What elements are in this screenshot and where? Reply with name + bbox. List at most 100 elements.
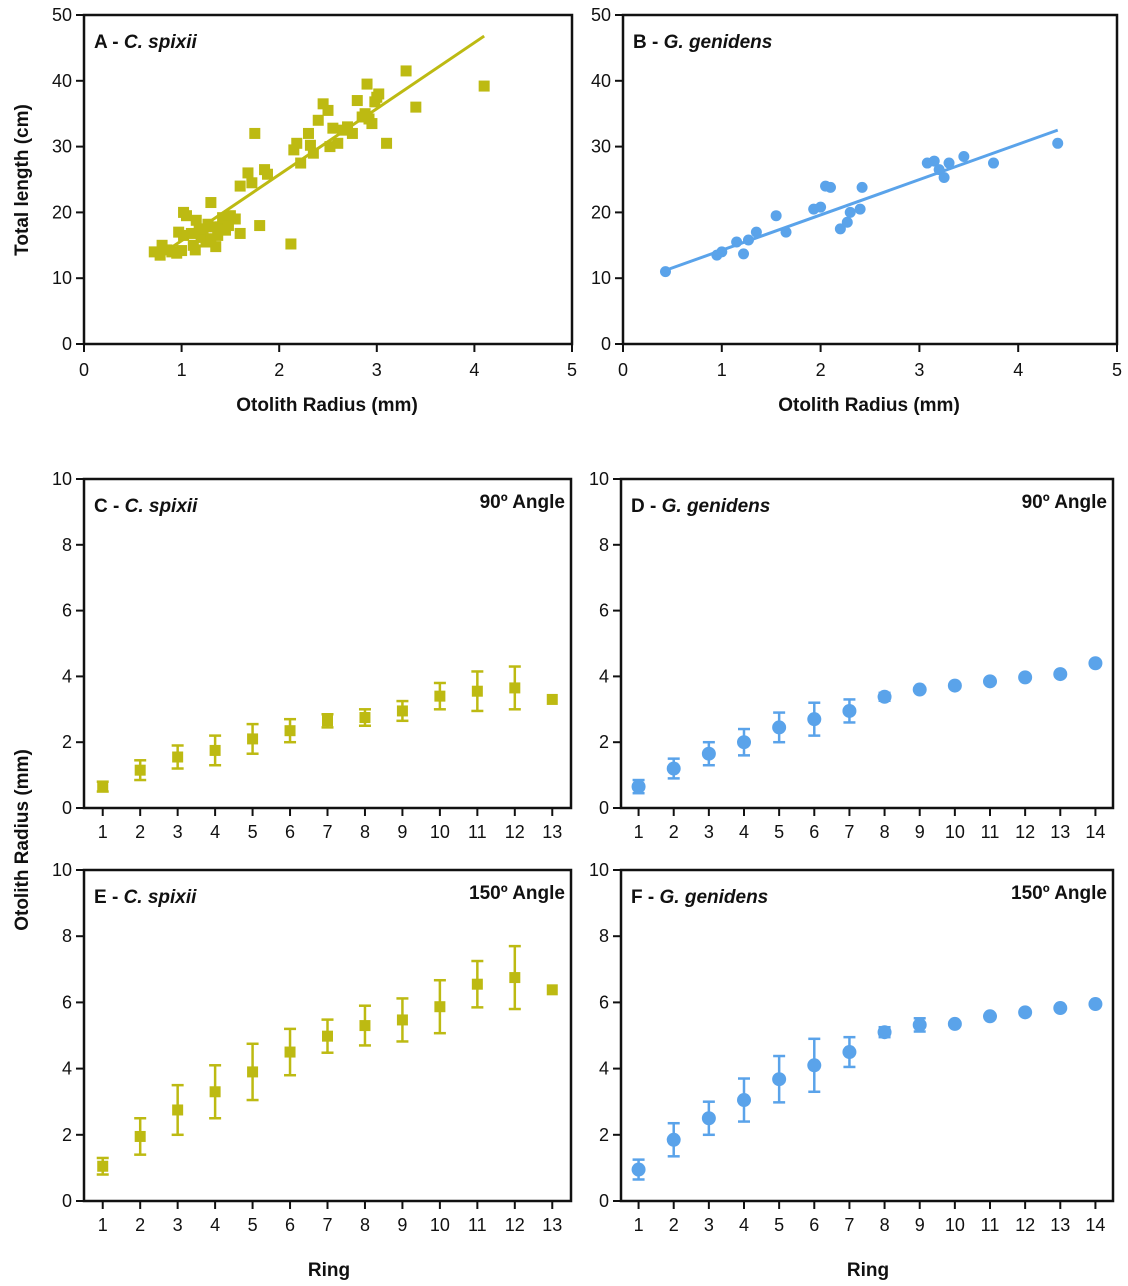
x-tick-label-b: 5: [1112, 360, 1122, 380]
panel-title-prefix-f: F -: [631, 887, 660, 908]
data-point-b: [815, 201, 827, 213]
data-point-b: [933, 164, 945, 176]
x-tick-label-f: 14: [1085, 1215, 1105, 1235]
x-tick-label-e: 2: [135, 1215, 145, 1235]
x-tick-label-b: 3: [914, 360, 924, 380]
panel-b: 0 10 20 30 40 50 0 1 2 3 4 5 B - G. genidens: [591, 5, 1122, 380]
data-point-d: [631, 779, 646, 794]
data-point-a: [222, 220, 234, 232]
data-point-c: [396, 705, 408, 717]
data-point-a: [332, 137, 344, 149]
panel-title-prefix-d: D -: [631, 496, 662, 517]
y-tick-label-e: 0: [62, 1191, 72, 1211]
x-tick-label-c: 10: [430, 822, 450, 842]
x-tick-label-c: 9: [397, 822, 407, 842]
data-point-b: [824, 181, 836, 193]
y-tick-label-c: 6: [62, 601, 72, 621]
data-point-a: [234, 180, 246, 192]
data-point-b: [844, 206, 856, 218]
data-point-f: [737, 1093, 751, 1108]
data-point-d: [1088, 656, 1103, 671]
data-point-a: [361, 78, 373, 90]
x-tick-label-f: 13: [1050, 1215, 1070, 1235]
data-point-d: [1018, 670, 1033, 685]
data-point-e: [209, 1086, 221, 1098]
data-point-e: [172, 1104, 184, 1116]
data-point-a: [322, 104, 334, 116]
panel-title-a: A - C. spixii: [94, 32, 197, 53]
y-tick-label-a: 40: [52, 71, 72, 91]
y-tick-label-e: 10: [52, 860, 72, 880]
data-point-f: [701, 1111, 716, 1126]
data-point-e: [134, 1130, 146, 1142]
x-tick-label-a: 4: [469, 360, 479, 380]
data-point-f: [807, 1058, 822, 1073]
data-point-a: [304, 139, 316, 151]
panel-title-species-c: C. spixii: [125, 496, 199, 517]
y-tick-label-a: 50: [52, 5, 72, 25]
data-point-e: [284, 1046, 296, 1058]
trendline-b: [666, 128, 1059, 272]
x-tick-label-c: 8: [360, 822, 370, 842]
angle-label-e: 150º Angle: [469, 883, 565, 904]
panel-title-species-d: G. genidens: [662, 496, 771, 517]
angle-label-d: 90º Angle: [1022, 492, 1107, 513]
data-point-a: [307, 147, 319, 159]
x-tick-label-d: 5: [774, 822, 784, 842]
y-tick-label-d: 2: [599, 732, 609, 752]
data-point-c: [434, 690, 446, 702]
y-tick-label-e: 8: [62, 926, 72, 946]
y-tick-label-e: 4: [62, 1059, 72, 1079]
data-point-b: [856, 181, 868, 193]
y-tick-label-b: 10: [591, 268, 611, 288]
data-point-f: [842, 1045, 857, 1060]
x-tick-label-e: 13: [542, 1215, 562, 1235]
angle-label-f: 150º Angle: [1011, 883, 1107, 904]
x-tick-label-a: 3: [372, 360, 382, 380]
data-point-c: [322, 715, 333, 727]
x-tick-label-b: 1: [717, 360, 727, 380]
x-tick-label-a: 1: [177, 360, 187, 380]
data-point-d: [807, 712, 822, 727]
panel-title-d: D - G. genidens: [631, 496, 770, 517]
data-point-b: [659, 266, 671, 278]
data-point-a: [400, 65, 412, 77]
x-tick-label-e: 3: [173, 1215, 183, 1235]
x-tick-label-f: 2: [669, 1215, 679, 1235]
data-point-f: [772, 1072, 787, 1087]
x-axis-title-otolith-radius-B: Otolith Radius (mm): [778, 395, 960, 416]
x-tick-label-e: 7: [322, 1215, 332, 1235]
plot-frame-d: [619, 477, 1115, 810]
data-point-a: [478, 80, 490, 92]
data-point-f: [631, 1162, 646, 1177]
data-point-b: [988, 157, 999, 169]
data-point-c: [546, 693, 558, 705]
x-tick-label-d: 13: [1050, 822, 1070, 842]
data-point-c: [359, 712, 371, 724]
x-tick-label-d: 1: [634, 822, 644, 842]
y-tick-label-f: 10: [589, 860, 609, 880]
data-point-b: [854, 203, 866, 215]
data-point-e: [546, 984, 558, 996]
x-tick-label-c: 1: [98, 822, 108, 842]
data-point-b: [928, 155, 940, 167]
data-point-b: [780, 226, 792, 238]
y-tick-label-b: 40: [591, 71, 611, 91]
x-tick-label-f: 8: [880, 1215, 890, 1235]
data-point-a: [312, 114, 324, 126]
data-point-e: [247, 1066, 259, 1078]
data-point-a: [210, 241, 222, 253]
data-point-b: [770, 210, 782, 222]
x-tick-label-d: 4: [739, 822, 749, 842]
plot-frame-c: [82, 477, 573, 810]
data-point-f: [983, 1009, 997, 1024]
y-tick-label-a: 30: [52, 137, 72, 157]
panel-a: 0 10 20 30 40 50 0 1 2 3 4 5 A - C. spixii: [52, 5, 577, 380]
data-point-d: [701, 746, 716, 761]
data-point-a: [176, 245, 188, 257]
data-point-a: [217, 212, 229, 224]
plot-frame-a: [82, 13, 574, 346]
x-tick-label-b: 0: [618, 360, 628, 380]
